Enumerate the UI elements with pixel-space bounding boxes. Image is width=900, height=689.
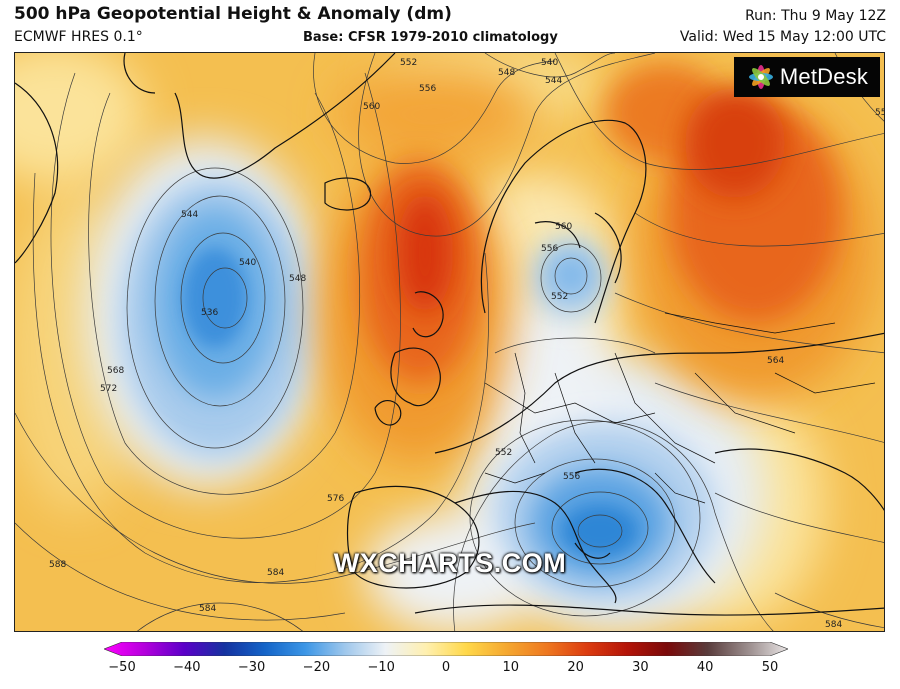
contour-label: 552	[875, 108, 885, 118]
colorbar-tick-label: 30	[632, 660, 649, 675]
contour-label: 536	[201, 308, 218, 318]
contour-label: 548	[498, 68, 515, 78]
contour-label: 548	[289, 274, 306, 284]
colorbar-tick-label: 0	[441, 660, 451, 675]
metdesk-logo-text: MetDesk	[779, 64, 869, 89]
country-borders	[484, 312, 876, 504]
metdesk-burst-icon	[748, 65, 773, 89]
run-time-label: Run: Thu 9 May 12Z	[745, 8, 886, 24]
contour-label: 584	[199, 604, 216, 614]
colorbar-tick-label: −10	[367, 660, 395, 675]
contour-label: 556	[419, 84, 436, 94]
contour-label: 552	[400, 58, 417, 68]
anomaly-colorbar	[104, 642, 788, 656]
colorbar-tick-label: −40	[173, 660, 201, 675]
climatology-base-label: Base: CFSR 1979-2010 climatology	[303, 30, 558, 45]
contour-label: 556	[541, 244, 558, 254]
metdesk-logo: MetDesk	[734, 57, 880, 97]
height-contours	[15, 53, 884, 631]
contour-label: 560	[555, 222, 572, 232]
contour-label: 584	[825, 620, 842, 630]
contour-label: 572	[100, 384, 117, 394]
colorbar-tick-label: −50	[108, 660, 136, 675]
contour-label: 564	[767, 356, 784, 366]
contour-label: 552	[551, 292, 568, 302]
colorbar-bar	[104, 642, 788, 656]
chart-title: 500 hPa Geopotential Height & Anomaly (d…	[14, 4, 452, 24]
contour-label: 576	[327, 494, 344, 504]
colorbar-tick-label: −30	[237, 660, 266, 675]
colorbar-tick-label: −20	[302, 660, 331, 675]
contour-label: 568	[107, 366, 124, 376]
anomaly-shading	[15, 53, 884, 631]
valid-time-label: Valid: Wed 15 May 12:00 UTC	[679, 29, 886, 45]
model-label: ECMWF HRES 0.1°	[14, 29, 143, 45]
contour-label: 544	[545, 76, 562, 86]
anomaly-map: 552 548 540 544 556 560 544 540 536 548 …	[14, 52, 885, 632]
contour-label: 588	[49, 560, 66, 570]
contour-label: 556	[563, 472, 580, 482]
colorbar-tick-label: 40	[696, 660, 714, 675]
wxcharts-watermark: WXCHARTS.COM	[333, 548, 567, 578]
colorbar-tick-label: 50	[761, 660, 779, 675]
contour-label: 540	[541, 58, 558, 68]
contour-label: 584	[267, 568, 284, 578]
contour-label: 552	[495, 448, 512, 458]
coastlines	[15, 53, 884, 616]
colorbar-tick-label: 20	[567, 660, 584, 675]
contour-label: 560	[363, 102, 380, 112]
contour-label: 544	[181, 210, 198, 220]
contour-labels: 552 548 540 544 556 560 544 540 536 548 …	[49, 58, 885, 630]
contour-label: 540	[239, 258, 256, 268]
anomaly-map-svg: 552 548 540 544 556 560 544 540 536 548 …	[15, 53, 885, 631]
colorbar-tick-label: 10	[502, 660, 520, 675]
